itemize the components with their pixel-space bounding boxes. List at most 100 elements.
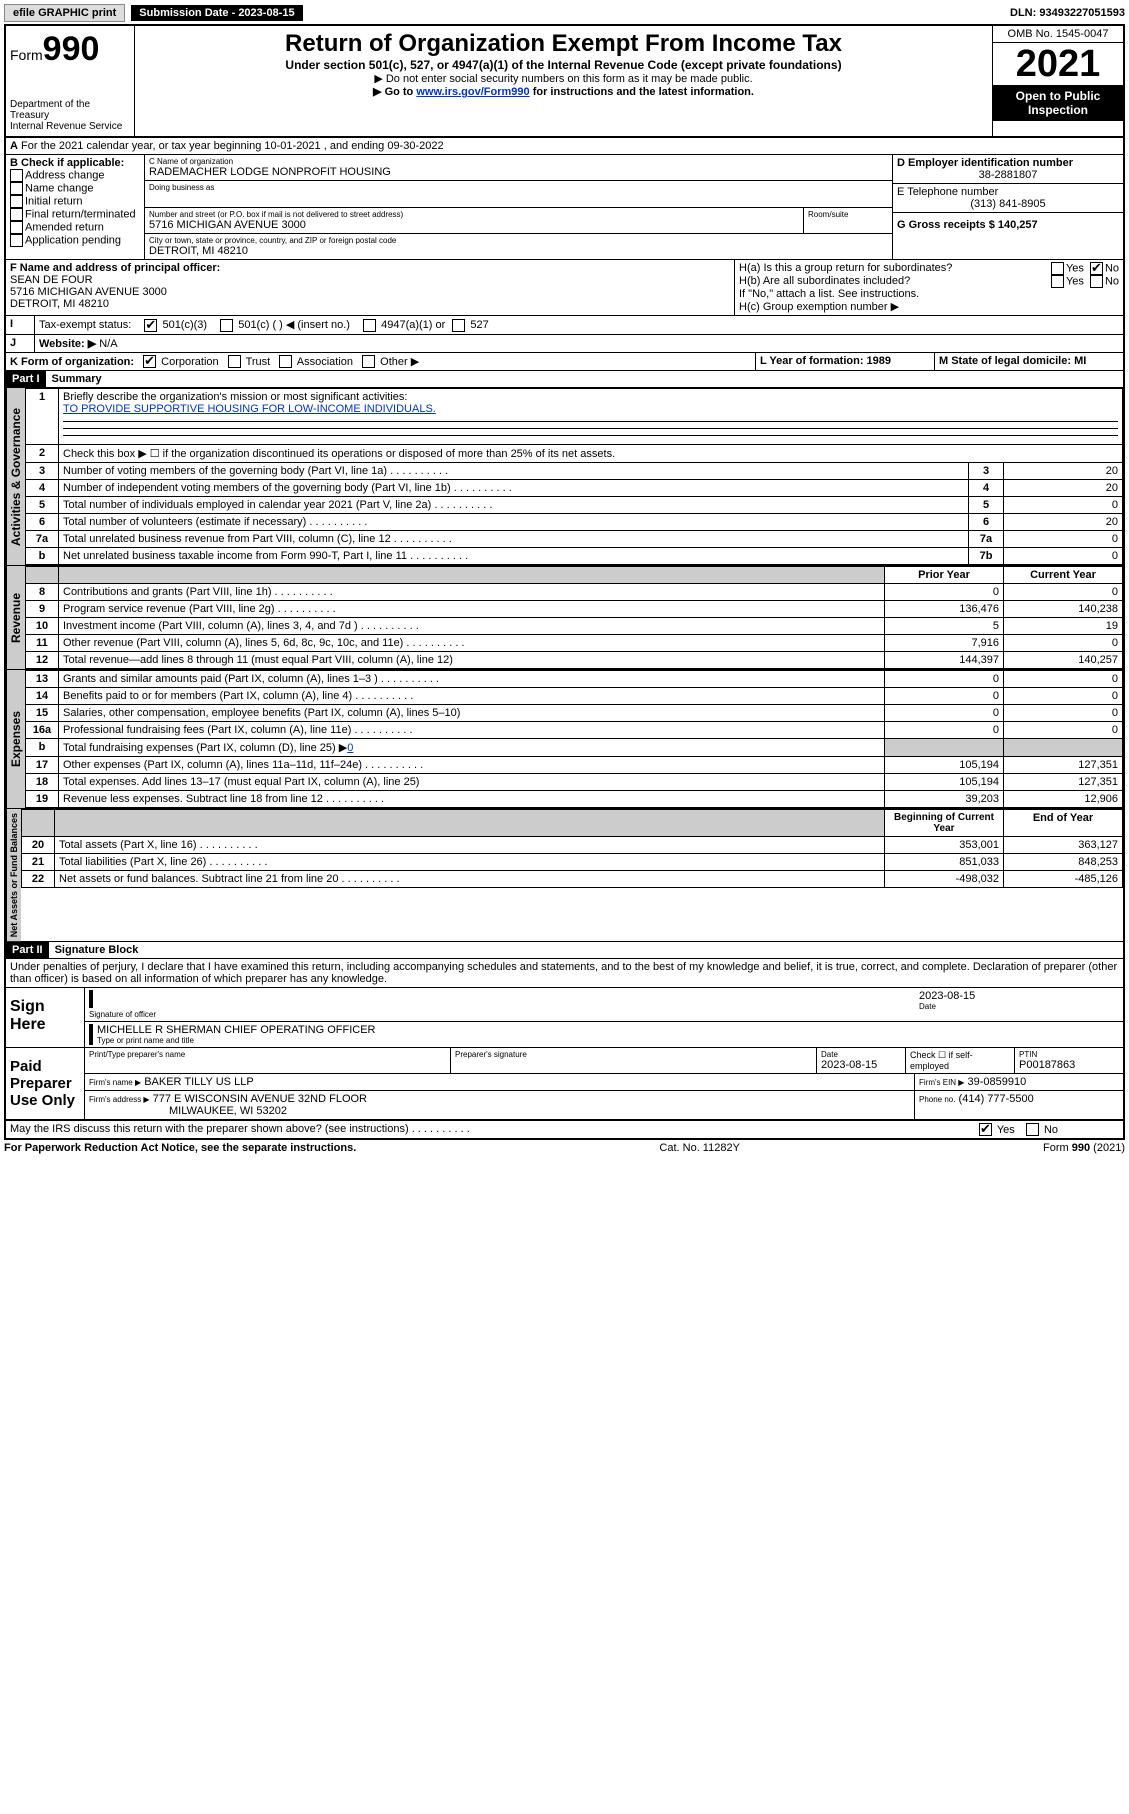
form-ref: Form 990 (2021) xyxy=(1043,1142,1125,1154)
p11: 7,916 xyxy=(885,635,1004,652)
l13: Grants and similar amounts paid (Part IX… xyxy=(59,671,885,688)
chk-corp[interactable]: Corporation xyxy=(143,356,219,368)
c15: 0 xyxy=(1004,705,1123,722)
efile-button[interactable]: efile GRAPHIC print xyxy=(4,4,125,22)
form-number: Form990 xyxy=(10,30,130,69)
firm-name-lbl: Firm's name ▶ xyxy=(89,1078,141,1087)
mission-text[interactable]: TO PROVIDE SUPPORTIVE HOUSING FOR LOW-IN… xyxy=(63,403,436,415)
form-subtitle: Under section 501(c), 527, or 4947(a)(1)… xyxy=(145,58,982,72)
sig-date: 2023-08-15 xyxy=(919,990,1119,1002)
l20: Total assets (Part X, line 16) xyxy=(55,837,885,854)
chk-other[interactable]: Other ▶ xyxy=(362,356,419,368)
chk-501c3[interactable]: 501(c)(3) xyxy=(144,319,207,331)
l16b-val[interactable]: 0 xyxy=(347,742,353,754)
p22: -498,032 xyxy=(885,871,1004,888)
eoy-hdr: End of Year xyxy=(1004,810,1123,837)
p15: 0 xyxy=(885,705,1004,722)
i-lbl: Tax-exempt status: xyxy=(39,319,131,331)
chk-4947[interactable]: 4947(a)(1) or xyxy=(363,319,445,331)
v7b: 0 xyxy=(1004,548,1123,565)
paid-preparer: Paid Preparer Use Only xyxy=(6,1048,85,1119)
part1-hdr: Part I xyxy=(6,371,46,387)
prep-date: 2023-08-15 xyxy=(821,1059,901,1071)
l8: Contributions and grants (Part VIII, lin… xyxy=(59,584,885,601)
dept-treasury: Department of the Treasury xyxy=(10,99,130,121)
goto-pre: ▶ Go to xyxy=(373,86,416,98)
chk-501c[interactable]: 501(c) ( ) ◀ (insert no.) xyxy=(220,319,350,331)
tab-revenue: Revenue xyxy=(6,566,25,669)
c19: 12,906 xyxy=(1004,791,1123,808)
p10: 5 xyxy=(885,618,1004,635)
c20: 363,127 xyxy=(1004,837,1123,854)
firm-ein: 39-0859910 xyxy=(968,1076,1027,1088)
goto-line: ▶ Go to www.irs.gov/Form990 for instruct… xyxy=(145,85,982,98)
hb-yes[interactable]: Yes xyxy=(1051,275,1084,288)
form-prefix: Form xyxy=(10,47,43,63)
b-label: B Check if applicable: xyxy=(10,157,140,169)
l17: Other expenses (Part IX, column (A), lin… xyxy=(59,757,885,774)
v7a: 0 xyxy=(1004,531,1123,548)
self-emp[interactable]: Check ☐ if self-employed xyxy=(906,1048,1015,1073)
l16a: Professional fundraising fees (Part IX, … xyxy=(59,722,885,739)
officer-addr1: 5716 MICHIGAN AVENUE 3000 xyxy=(10,286,730,298)
p21: 851,033 xyxy=(885,854,1004,871)
m-state: M State of legal domicile: MI xyxy=(935,353,1123,371)
d-lbl: D Employer identification number xyxy=(897,157,1119,169)
chk-app[interactable]: Application pending xyxy=(10,234,140,247)
l22: Net assets or fund balances. Subtract li… xyxy=(55,871,885,888)
p12: 144,397 xyxy=(885,652,1004,669)
l14: Benefits paid to or for members (Part IX… xyxy=(59,688,885,705)
chk-assoc[interactable]: Association xyxy=(279,356,353,368)
prep-phone: (414) 777-5500 xyxy=(959,1093,1034,1105)
irs-label: Internal Revenue Service xyxy=(10,121,130,132)
v5: 0 xyxy=(1004,497,1123,514)
c22: -485,126 xyxy=(1004,871,1123,888)
chk-final[interactable]: Final return/terminated xyxy=(10,208,140,221)
l16b: Total fundraising expenses (Part IX, col… xyxy=(59,739,885,757)
hb-no[interactable]: No xyxy=(1090,275,1119,288)
l7a: Total unrelated business revenue from Pa… xyxy=(59,531,969,548)
ha-no[interactable]: No xyxy=(1090,262,1119,275)
c17: 127,351 xyxy=(1004,757,1123,774)
c9: 140,238 xyxy=(1004,601,1123,618)
prep-sig-lbl: Preparer's signature xyxy=(455,1050,812,1059)
chk-name[interactable]: Name change xyxy=(10,182,140,195)
firm-addr2: MILWAUKEE, WI 53202 xyxy=(169,1105,287,1117)
p17: 105,194 xyxy=(885,757,1004,774)
chk-trust[interactable]: Trust xyxy=(228,356,271,368)
part1-title: Summary xyxy=(46,371,108,387)
form-num: 990 xyxy=(43,30,100,68)
cat-no: Cat. No. 11282Y xyxy=(659,1142,740,1154)
omb-number: OMB No. 1545-0047 xyxy=(993,26,1123,43)
c14: 0 xyxy=(1004,688,1123,705)
c-name-lbl: C Name of organization xyxy=(149,157,888,166)
p8: 0 xyxy=(885,584,1004,601)
page-footer: For Paperwork Reduction Act Notice, see … xyxy=(4,1140,1125,1156)
c18: 127,351 xyxy=(1004,774,1123,791)
dln: DLN: 93493227051593 xyxy=(1010,7,1125,19)
chk-527[interactable]: 527 xyxy=(452,319,488,331)
c16a: 0 xyxy=(1004,722,1123,739)
l7b: Net unrelated business taxable income fr… xyxy=(59,548,969,565)
ptin-lbl: PTIN xyxy=(1019,1050,1119,1059)
type-name-lbl: Type or print name and title xyxy=(97,1036,1119,1045)
c12: 140,257 xyxy=(1004,652,1123,669)
l15: Salaries, other compensation, employee b… xyxy=(59,705,885,722)
irs-link[interactable]: www.irs.gov/Form990 xyxy=(416,86,529,98)
chk-initial[interactable]: Initial return xyxy=(10,195,140,208)
chk-address[interactable]: Address change xyxy=(10,169,140,182)
submission-date: Submission Date - 2023-08-15 xyxy=(131,5,302,21)
ha-yes[interactable]: Yes xyxy=(1051,262,1084,275)
prep-phone-lbl: Phone no. xyxy=(919,1095,955,1104)
dba-lbl: Doing business as xyxy=(149,183,888,192)
top-bar: efile GRAPHIC print Submission Date - 20… xyxy=(4,4,1125,22)
chk-amended[interactable]: Amended return xyxy=(10,221,140,234)
part2-title: Signature Block xyxy=(49,942,145,958)
discuss-yes[interactable]: Yes xyxy=(979,1124,1015,1136)
l2: Check this box ▶ ☐ if the organization d… xyxy=(59,445,1123,463)
f-lbl: F Name and address of principal officer: xyxy=(10,262,730,274)
discuss-no[interactable]: No xyxy=(1026,1124,1058,1136)
org-name: RADEMACHER LODGE NONPROFIT HOUSING xyxy=(149,166,888,178)
e-lbl: E Telephone number xyxy=(897,186,1119,198)
sign-here: Sign Here xyxy=(6,988,85,1047)
